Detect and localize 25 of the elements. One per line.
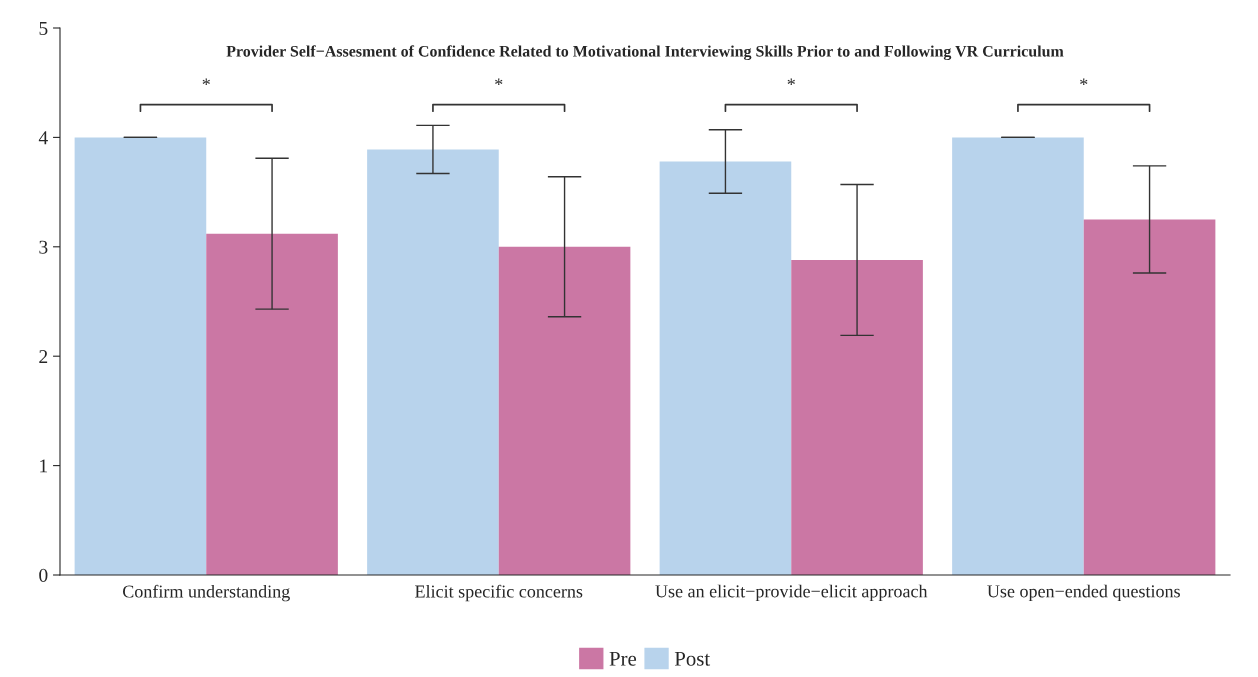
y-tick-label: 1	[40, 459, 48, 473]
bar	[791, 259, 923, 575]
bar	[367, 149, 499, 575]
legend-label: Pre	[609, 651, 637, 666]
annotation: *	[1080, 78, 1088, 86]
legend-label: Post	[674, 651, 711, 666]
y-tick-label: 4	[38, 131, 48, 145]
x-tick-label: Use open−ended questions	[987, 584, 1180, 602]
bar	[952, 137, 1084, 575]
bar	[498, 246, 631, 575]
x-tick-label: Confirm understanding	[123, 584, 290, 602]
bar	[206, 233, 338, 575]
y-tick-label: 3	[39, 240, 48, 254]
x-tick-label: Elicit specific concerns	[415, 584, 583, 602]
annotation: *	[787, 78, 795, 86]
x-tick-label: Use an elicit−provide−elicit approach	[655, 584, 928, 602]
bar	[74, 137, 207, 575]
y-tick-label: 0	[39, 568, 48, 582]
y-tick-label: 2	[39, 350, 48, 363]
text: Provider Self−Assesment of Confidence Related to Motivational Interviewing Skills Prior to and Following VR Curriculum	[226, 45, 1064, 60]
y-tick-label: 5	[39, 22, 48, 35]
annotation: *	[495, 78, 503, 86]
bar	[1083, 219, 1216, 575]
bar	[659, 161, 792, 575]
annotation: *	[202, 78, 210, 86]
